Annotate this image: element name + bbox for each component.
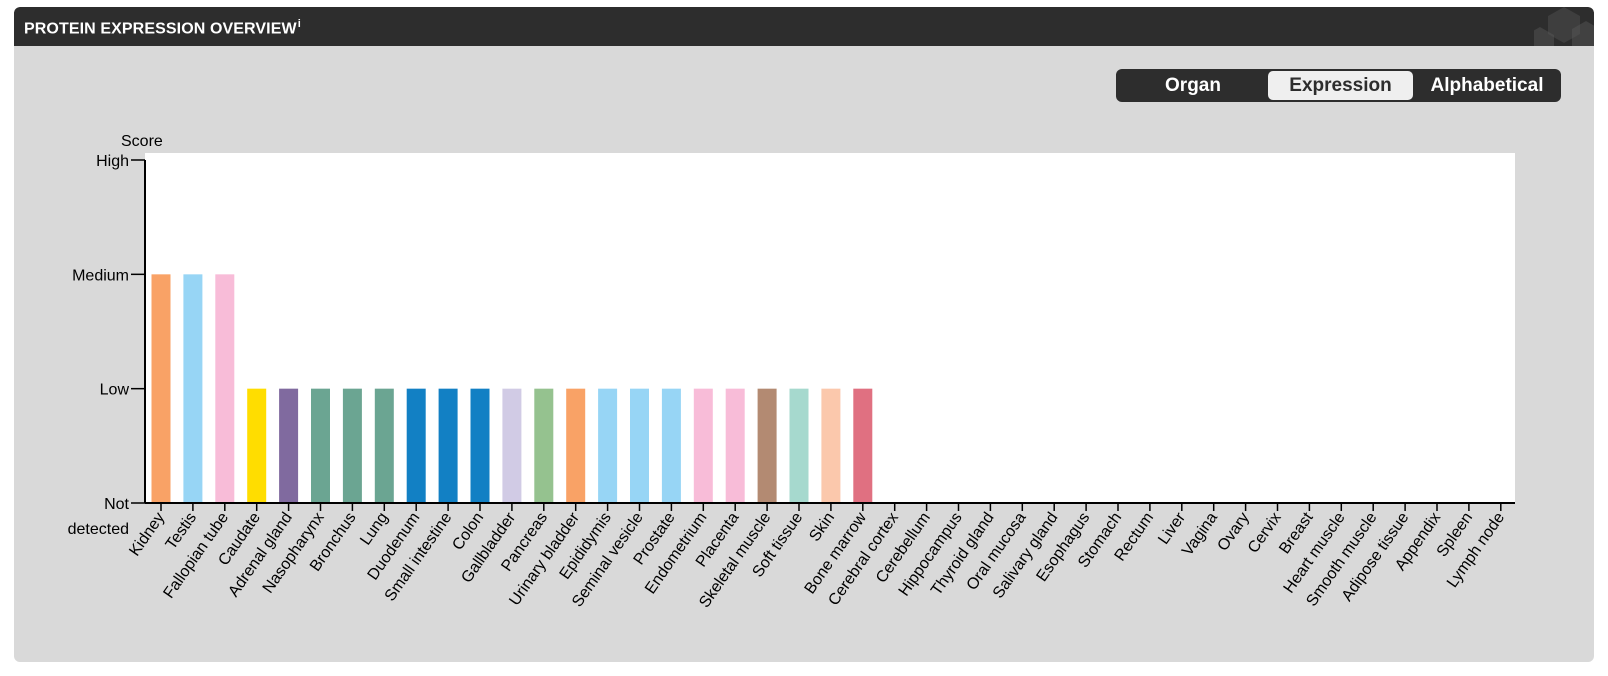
bar[interactable]	[566, 388, 586, 503]
bar[interactable]	[279, 388, 299, 503]
bar[interactable]	[215, 274, 235, 503]
x-tick-label: Skin	[806, 510, 838, 545]
bar[interactable]	[661, 388, 681, 503]
toggle-expression-button[interactable]: Expression	[1268, 71, 1413, 100]
toggle-organ-button[interactable]: Organ	[1165, 75, 1221, 96]
bar[interactable]	[757, 388, 777, 503]
y-axis-label: Score	[121, 133, 163, 150]
bar[interactable]	[438, 388, 458, 503]
y-tick-label: High	[96, 153, 129, 170]
panel-title-text: PROTEIN EXPRESSION OVERVIEW	[24, 20, 297, 38]
sort-toggle-group: Organ Expression Alphabetical	[1116, 69, 1561, 102]
bar[interactable]	[630, 388, 649, 503]
bar[interactable]	[406, 388, 426, 503]
y-tick-label: detected	[68, 521, 129, 538]
hexagon-decoration-icon	[1534, 7, 1594, 46]
bar[interactable]	[534, 388, 554, 503]
bar[interactable]	[725, 388, 745, 503]
bar[interactable]	[342, 388, 362, 503]
bar[interactable]	[470, 388, 490, 503]
bar[interactable]	[821, 388, 841, 503]
bar[interactable]	[853, 388, 873, 503]
bar[interactable]	[693, 388, 713, 503]
info-icon[interactable]: i	[297, 18, 301, 30]
y-tick-label: Not	[104, 496, 129, 513]
bar[interactable]	[151, 274, 171, 503]
panel-header: PROTEIN EXPRESSION OVERVIEWi	[14, 7, 1594, 46]
bar[interactable]	[247, 388, 267, 503]
y-axis: Not detected Low Medium High	[68, 153, 146, 538]
toggle-alphabetical-button[interactable]: Alphabetical	[1430, 75, 1544, 96]
bar[interactable]	[502, 388, 522, 503]
panel-title: PROTEIN EXPRESSION OVERVIEWi	[24, 18, 301, 38]
bar[interactable]	[183, 274, 203, 503]
bar[interactable]	[598, 388, 618, 503]
bars-group	[151, 274, 873, 503]
x-tick-label: Kidney	[126, 510, 168, 560]
y-tick-label: Low	[100, 382, 130, 399]
bar[interactable]	[311, 388, 330, 503]
y-tick-label: Medium	[72, 267, 129, 284]
bar[interactable]	[789, 388, 809, 503]
bar[interactable]	[374, 388, 394, 503]
